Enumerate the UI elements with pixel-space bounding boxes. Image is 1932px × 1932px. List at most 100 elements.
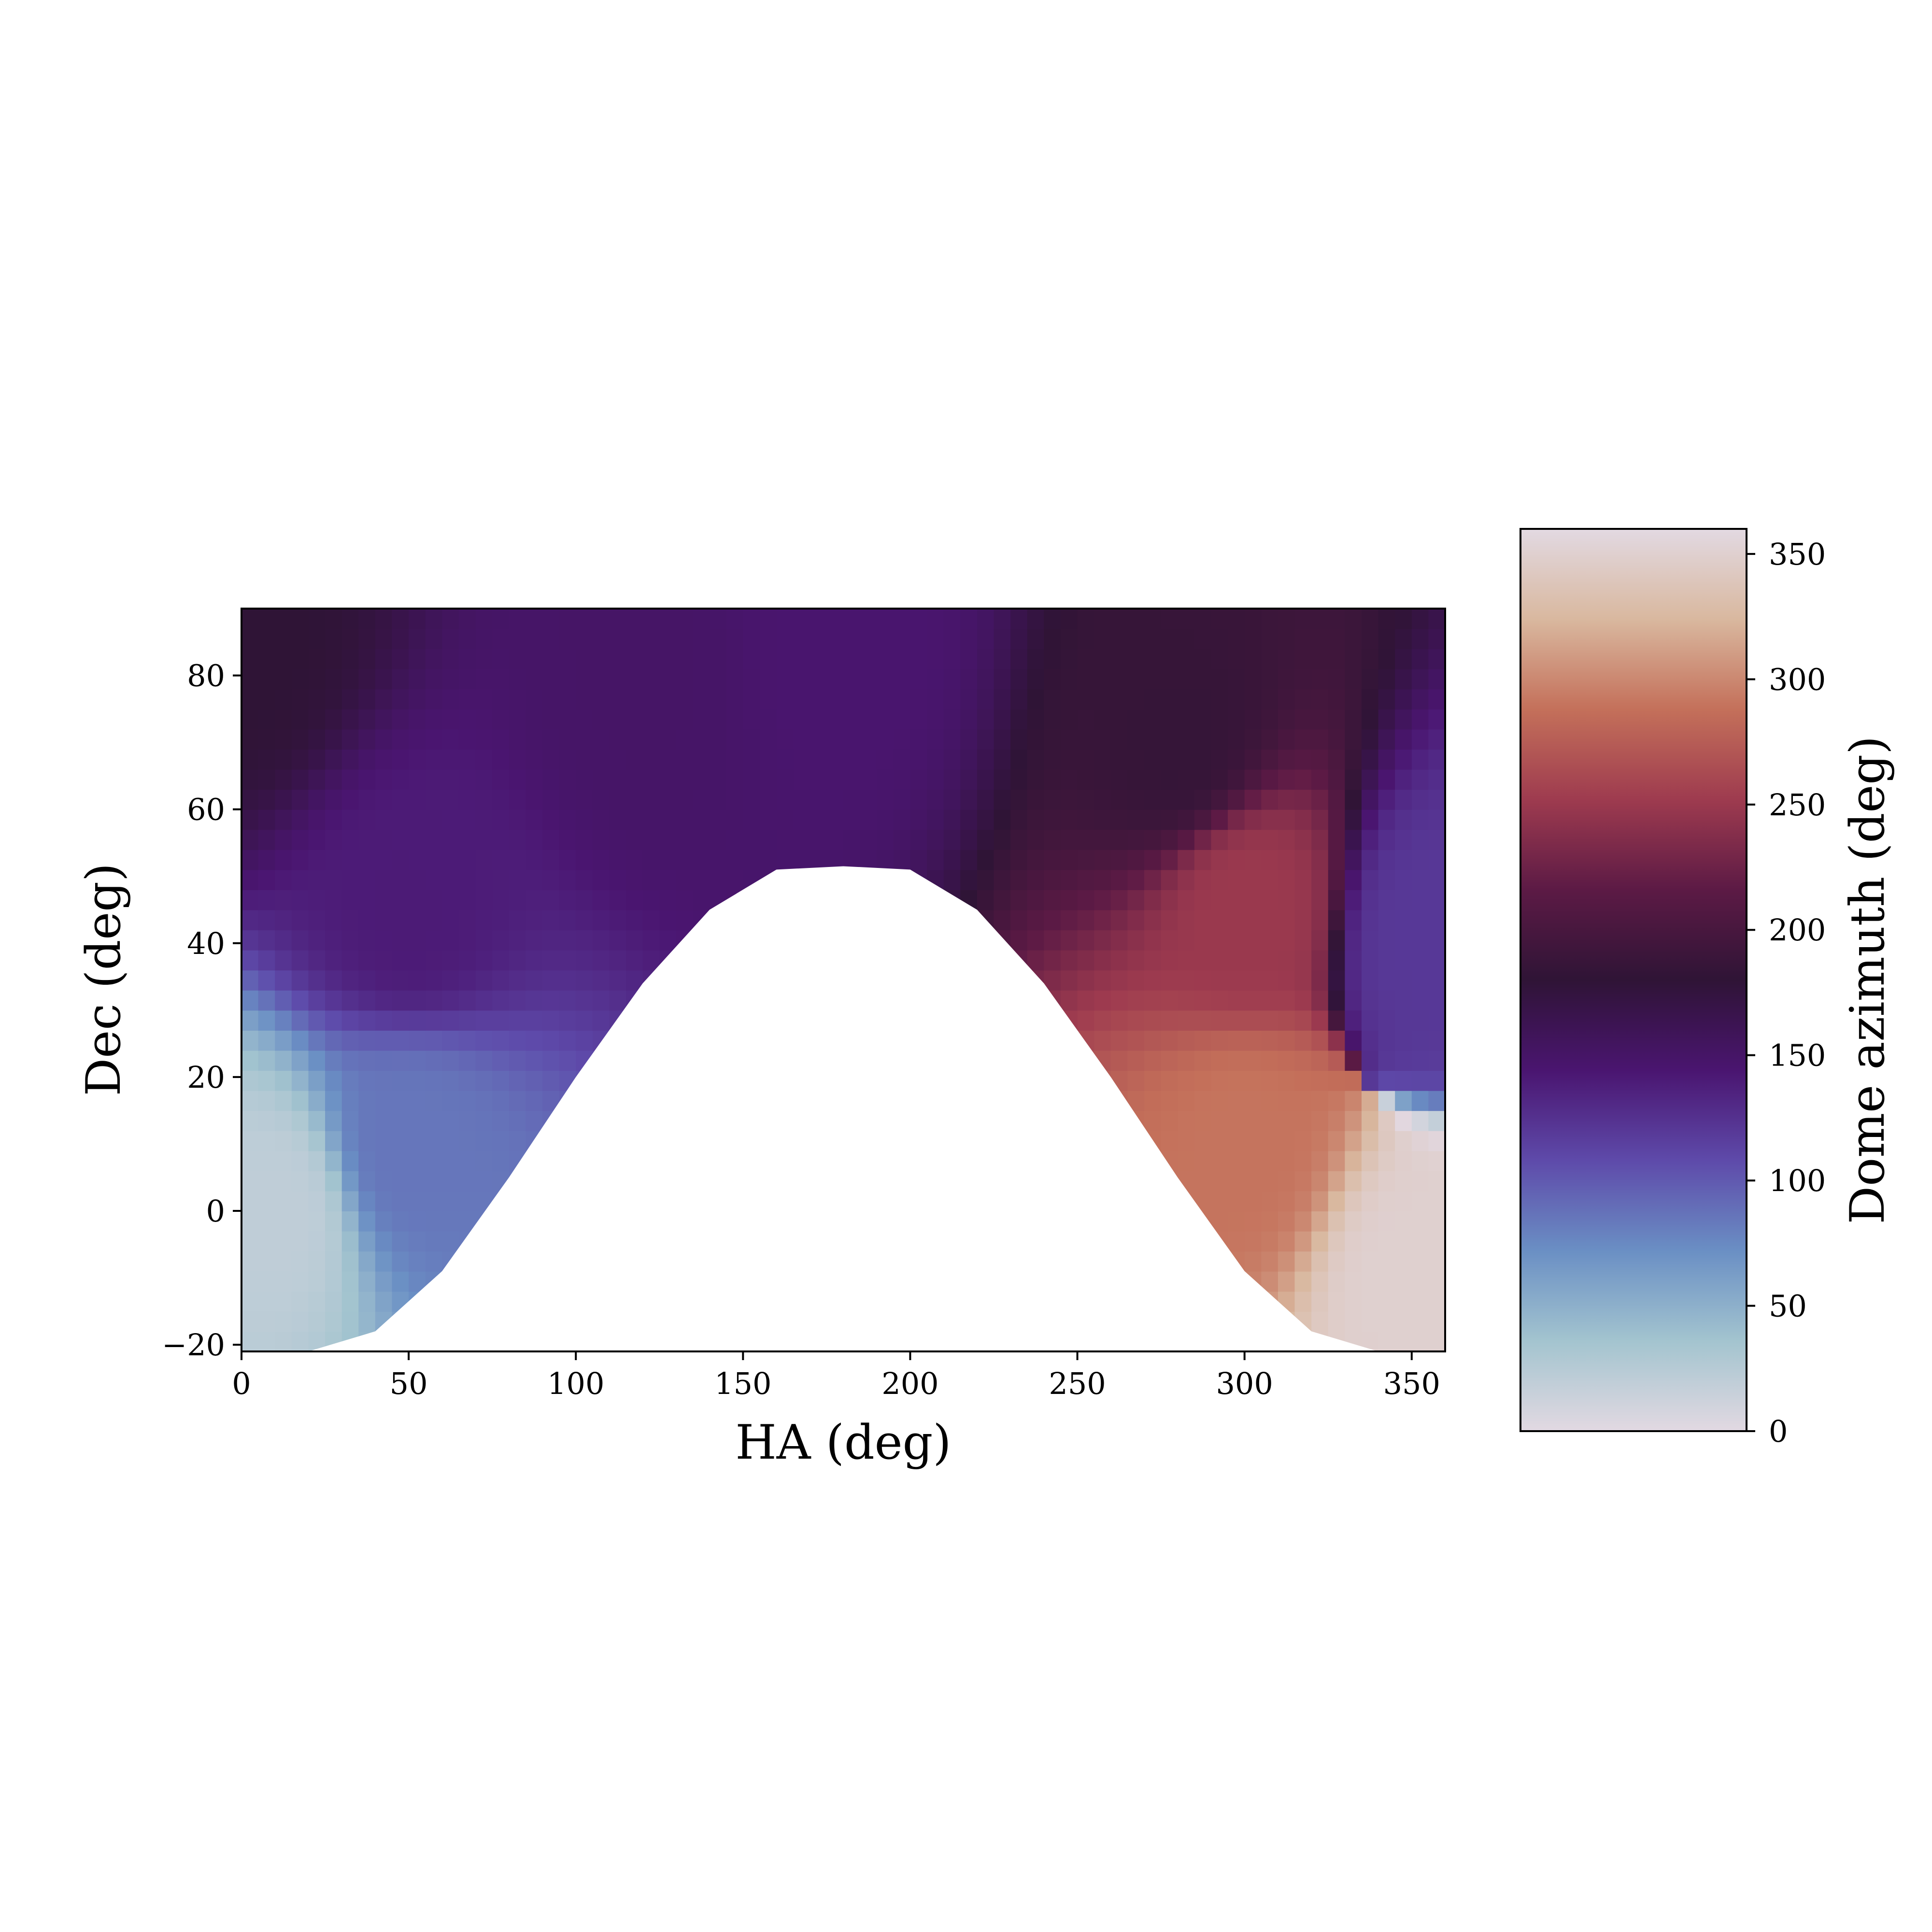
heatmap-cell [927,749,944,770]
heatmap-cell [1178,1090,1195,1111]
heatmap-cell [375,649,393,669]
heatmap-cell [626,709,643,730]
heatmap-cell [1027,869,1045,890]
heatmap-cell [325,990,342,1011]
heatmap-cell [492,990,510,1011]
heatmap-cell [358,1211,376,1232]
heatmap-cell [576,950,593,971]
heatmap-cell [341,649,359,669]
heatmap-cell [458,1130,476,1151]
heatmap-cell [1395,1050,1412,1071]
heatmap-cell [1077,789,1095,810]
heatmap-cell [542,970,560,991]
heatmap-cell [1094,930,1111,951]
heatmap-cell [308,689,326,710]
heatmap-cell [1211,1130,1229,1151]
heatmap-cell [860,829,878,850]
heatmap-cell [1211,628,1229,650]
heatmap-cell [910,649,928,669]
heatmap-cell [1411,889,1429,910]
heatmap-cell [1378,869,1396,890]
heatmap-cell [375,1251,393,1272]
heatmap-cell [509,628,526,650]
heatmap-cell [1311,1211,1329,1232]
heatmap-cell [1144,1090,1162,1111]
heatmap-cell [308,1271,326,1292]
colorbar-tick-label: 50 [1769,1289,1807,1324]
heatmap-cell [1161,749,1179,770]
heatmap-cell [1144,970,1162,991]
heatmap-cell [1328,668,1346,690]
heatmap-cell [776,809,794,830]
heatmap-cell [1411,1271,1429,1292]
heatmap-cell [1428,1191,1445,1212]
heatmap-cell [258,789,276,810]
heatmap-cell [843,809,861,830]
heatmap-cell [1161,1130,1179,1151]
heatmap-cell [291,1070,309,1091]
heatmap-cell [1094,729,1111,750]
heatmap-cell [1411,909,1429,931]
heatmap-cell [1094,829,1111,850]
heatmap-cell [308,889,326,910]
heatmap-cell [1194,1030,1212,1051]
heatmap-cell [258,950,276,971]
heatmap-cell [275,628,292,650]
heatmap-cell [860,809,878,830]
heatmap-cell [542,990,560,1011]
heatmap-cell [793,789,810,810]
heatmap-cell [1345,1191,1362,1212]
heatmap-cell [676,689,694,710]
heatmap-cell [1178,749,1195,770]
heatmap-cell [1378,1050,1396,1071]
heatmap-cell [325,869,342,890]
heatmap-cell [509,609,526,629]
heatmap-cell [609,990,627,1011]
heatmap-cell [642,789,660,810]
heatmap-cell [592,769,610,790]
heatmap-cell [1110,628,1128,650]
heatmap-cell [1060,809,1078,830]
heatmap-cell [960,769,978,790]
heatmap-cell [409,869,426,890]
heatmap-cell [475,1050,493,1071]
heatmap-cell [1395,749,1412,770]
heatmap-cell [1077,869,1095,890]
heatmap-cell [1345,1030,1362,1051]
heatmap-cell [1278,950,1295,971]
heatmap-cell [1244,729,1262,750]
heatmap-cell [1127,609,1145,629]
heatmap-cell [1345,1211,1362,1232]
heatmap-cell [1361,990,1379,1011]
heatmap-cell [341,749,359,770]
heatmap-cell [843,749,861,770]
heatmap-cell [826,668,844,690]
heatmap-cell [409,689,426,710]
heatmap-cell [409,649,426,669]
heatmap-cell [1294,909,1312,931]
heatmap-cell [759,609,777,629]
heatmap-cell [1328,1251,1346,1272]
heatmap-cell [1194,849,1212,870]
heatmap-cell [1378,1151,1396,1171]
heatmap-cell [458,769,476,790]
heatmap-cell [1378,970,1396,991]
heatmap-cell [258,1010,276,1031]
heatmap-cell [860,628,878,650]
heatmap-cell [358,609,376,629]
heatmap-cell [1428,1110,1445,1131]
heatmap-cell [358,709,376,730]
heatmap-cell [1077,909,1095,931]
heatmap-cell [425,1191,443,1212]
heatmap-cell [1395,1231,1412,1252]
x-tick-label: 150 [714,1366,771,1401]
heatmap-cell [1361,809,1379,830]
heatmap-cell [877,849,894,870]
heatmap-cell [1278,1151,1295,1171]
heatmap-cell [509,809,526,830]
heatmap-cell [693,889,710,910]
heatmap-cell [1194,1070,1212,1091]
heatmap-cell [1361,628,1379,650]
heatmap-cell [1244,1010,1262,1031]
heatmap-cell [1077,609,1095,629]
